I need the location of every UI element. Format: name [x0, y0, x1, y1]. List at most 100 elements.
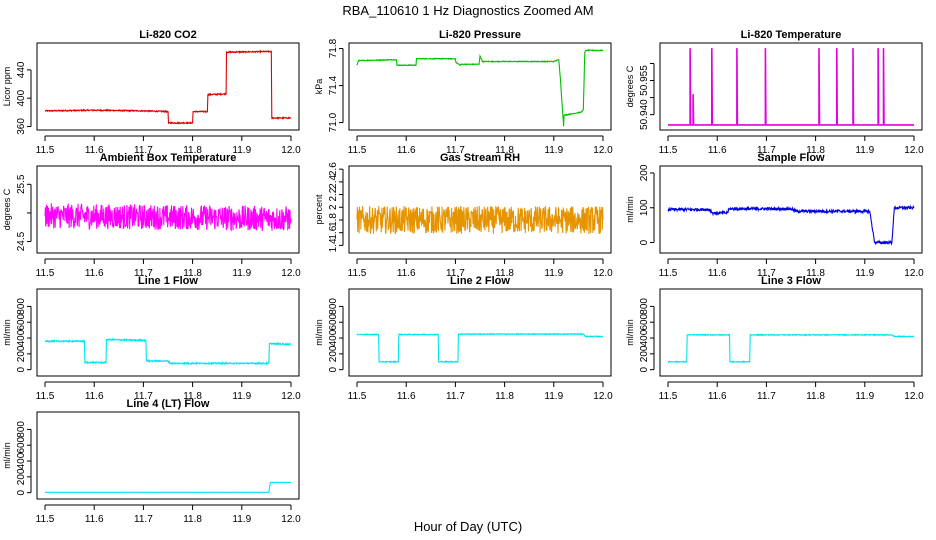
series-line-1 — [668, 48, 914, 126]
x-tick-label: 11.7 — [446, 391, 465, 402]
x-tick-label: 12.0 — [281, 145, 301, 156]
y-tick-label: 400 — [16, 89, 27, 106]
x-tick-label: 11.6 — [708, 145, 727, 156]
plot-frame — [348, 42, 612, 131]
x-tick-label: 11.8 — [806, 145, 825, 156]
series-line-1 — [45, 481, 292, 494]
y-tick-label: 0 — [16, 489, 27, 495]
series-line-1 — [667, 204, 915, 246]
y-axis-title: ml/min — [625, 196, 635, 223]
panel-6: Sample Flow 11.5 11.6 11.7 11.8 11.9 12.0 0 100 2… — [625, 152, 924, 279]
panel-title: Line 4 (LT) Flow — [127, 398, 210, 410]
y-axis-title: percent — [314, 194, 324, 225]
x-tick-label: 11.5 — [659, 391, 678, 402]
x-tick-label: 11.8 — [495, 145, 514, 156]
x-tick-label: 11.7 — [446, 268, 465, 279]
x-tick-label: 11.9 — [232, 391, 251, 402]
y-axis-title: Licor ppm — [2, 67, 12, 107]
y-tick-label: 800 — [328, 298, 339, 315]
x-tick-label: 11.6 — [397, 145, 416, 156]
panels: Li-820 CO2 11.5 11.6 11.7 11.8 11.9 12.0 360 400… — [2, 29, 924, 525]
x-tick-label: 12.0 — [904, 391, 924, 402]
y-tick-label: 71.0 — [328, 112, 339, 132]
y-tick-label: 400 — [16, 452, 27, 469]
x-tick-label: 12.0 — [593, 391, 613, 402]
panel-5: Gas Stream RH 11.5 11.6 11.7 11.8 11.9 12.0 1.4… — [314, 152, 613, 279]
panel-title: Sample Flow — [757, 152, 825, 164]
panel-9: Line 3 Flow 11.5 11.6 11.7 11.8 11.9 12.0 0 2004… — [625, 275, 924, 402]
y-tick-label: 600 — [16, 436, 27, 453]
x-tick-label: 11.7 — [134, 268, 153, 279]
plot-frame — [348, 288, 612, 377]
plot-frame — [36, 165, 300, 254]
plot-frame — [36, 411, 300, 500]
x-tick-label: 11.5 — [348, 391, 367, 402]
panel-title: Ambient Box Temperature — [100, 152, 237, 164]
x-tick-label: 12.0 — [904, 145, 924, 156]
y-axis-title: ml/min — [314, 319, 324, 346]
y-tick-label: 1.4 — [328, 238, 339, 252]
x-tick-label: 11.7 — [757, 391, 776, 402]
x-tick-label: 11.5 — [36, 514, 55, 525]
plot-frame — [36, 42, 300, 131]
panel-title: Li-820 Temperature — [741, 29, 842, 41]
y-tick-label: 50.955 — [639, 65, 650, 96]
y-tick-label: 25.5 — [16, 174, 27, 194]
plot-frame — [659, 42, 923, 131]
panel-4: Ambient Box Temperature 11.5 11.6 11.7 11.8 1… — [2, 152, 301, 279]
y-tick-label: 200 — [328, 345, 339, 362]
y-tick-label: 200 — [16, 345, 27, 362]
panel-title: Li-820 CO2 — [139, 29, 196, 41]
y-tick-label: 800 — [16, 421, 27, 438]
series-line-1 — [44, 203, 292, 232]
y-tick-label: 600 — [328, 313, 339, 330]
y-axis-title: ml/min — [625, 319, 635, 346]
y-tick-label: 2.4 — [328, 174, 339, 188]
series-line-1 — [44, 337, 292, 366]
y-tick-label: 0 — [16, 366, 27, 372]
y-tick-label: 600 — [639, 313, 650, 330]
x-tick-label: 11.7 — [446, 145, 465, 156]
y-tick-label: 400 — [16, 329, 27, 346]
x-tick-label: 11.5 — [36, 391, 55, 402]
y-tick-label: 100 — [639, 199, 650, 216]
x-tick-label: 11.7 — [757, 145, 776, 156]
y-tick-label: 71.4 — [328, 75, 339, 95]
y-tick-label: 2.2 — [328, 187, 339, 201]
figure-title: RBA_110610 1 Hz Diagnostics Zoomed AM — [342, 3, 593, 18]
x-tick-label: 12.0 — [593, 268, 613, 279]
series-line-1 — [356, 48, 604, 127]
x-tick-label: 11.6 — [397, 268, 416, 279]
y-tick-label: 440 — [16, 61, 27, 78]
plot-frame — [36, 288, 300, 377]
x-tick-label: 11.9 — [232, 145, 251, 156]
y-tick-label: 200 — [639, 164, 650, 181]
plot-frame — [659, 165, 923, 254]
y-tick-label: 50.940 — [639, 99, 650, 130]
y-axis-title: ml/min — [2, 442, 12, 469]
x-axis-title: Hour of Day (UTC) — [414, 519, 522, 534]
x-tick-label: 11.9 — [544, 268, 563, 279]
y-tick-label: 200 — [16, 468, 27, 485]
x-tick-label: 11.7 — [134, 145, 153, 156]
y-tick-label: 0 — [639, 239, 650, 245]
panel-title: Line 3 Flow — [761, 275, 821, 287]
x-tick-label: 11.9 — [232, 514, 251, 525]
panel-8: Line 2 Flow 11.5 11.6 11.7 11.8 11.9 12.0 0 2004… — [314, 275, 613, 402]
x-tick-label: 11.5 — [36, 268, 55, 279]
panel-title: Line 1 Flow — [138, 275, 198, 287]
y-tick-label: 1.8 — [328, 213, 339, 227]
y-tick-label: 24.5 — [16, 231, 27, 251]
x-tick-label: 11.9 — [855, 268, 874, 279]
x-tick-label: 11.6 — [397, 391, 416, 402]
series-line-1 — [356, 332, 604, 364]
x-tick-label: 11.8 — [183, 268, 202, 279]
x-tick-label: 11.6 — [85, 268, 104, 279]
x-tick-label: 11.8 — [806, 391, 825, 402]
y-tick-label: 400 — [328, 329, 339, 346]
y-tick-label: 200 — [639, 345, 650, 362]
x-tick-label: 11.9 — [855, 145, 874, 156]
series-line-1 — [44, 49, 292, 125]
x-tick-label: 11.8 — [806, 268, 825, 279]
